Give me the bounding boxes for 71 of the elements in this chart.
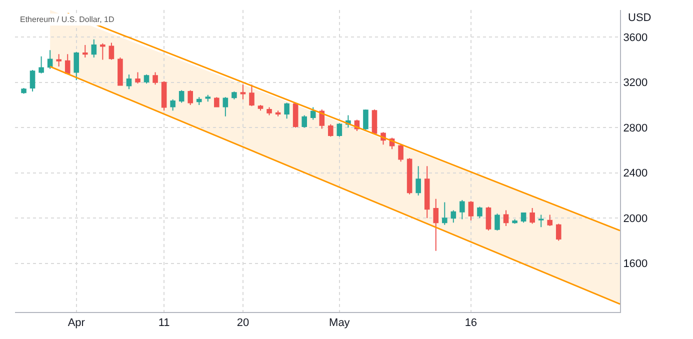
- candlestick: [336, 122, 342, 138]
- y-tick-label: 3600: [623, 32, 648, 44]
- candlestick: [214, 96, 220, 108]
- candlestick: [292, 102, 298, 128]
- candlestick: [433, 198, 439, 252]
- candlestick: [152, 72, 158, 86]
- candlestick: [30, 69, 36, 92]
- x-tick-label: Apr: [68, 317, 86, 330]
- candlestick: [494, 213, 500, 232]
- candlestick: [118, 57, 123, 86]
- candlestick: [398, 144, 404, 162]
- candlestick: [512, 218, 518, 224]
- candlestick: [161, 80, 167, 112]
- candlestick: [170, 98, 176, 112]
- y-tick-label: 2800: [623, 122, 648, 134]
- candlestick: [266, 106, 272, 116]
- candlestick: [232, 90, 237, 100]
- candlestick: [178, 90, 184, 104]
- y-tick-label: 3200: [623, 77, 648, 90]
- y-tick-label: 2000: [623, 212, 648, 225]
- candlestick: [38, 56, 44, 74]
- candlestick: [91, 38, 97, 58]
- x-tick-label: May: [329, 317, 350, 330]
- candlestick: [108, 42, 114, 60]
- candlestick: [372, 109, 378, 135]
- candlestick: [503, 210, 509, 227]
- candlestick: [196, 96, 202, 106]
- candlestick: [47, 50, 53, 70]
- x-tick-label: 20: [236, 317, 250, 330]
- candlestick: [556, 223, 562, 242]
- candlestick: [64, 54, 70, 75]
- y-axis-title: USD: [628, 12, 652, 24]
- text: Ethereum / U.S. Dollar, 1D: [20, 15, 114, 24]
- candlestick: [530, 207, 535, 224]
- candlestick: [222, 96, 228, 117]
- candlestick: [310, 106, 316, 120]
- candlestick: [319, 109, 325, 130]
- candlestick: [249, 84, 254, 107]
- candlestick: [442, 202, 448, 226]
- candlestick: [460, 200, 465, 220]
- candlestick: [284, 102, 290, 120]
- candlestick: [126, 74, 132, 90]
- candlestick: [240, 84, 246, 100]
- candlestick: [258, 104, 264, 112]
- candlestick: [302, 114, 307, 128]
- candlestick: [538, 214, 544, 228]
- candlestick: [21, 88, 26, 94]
- candlestick: [275, 110, 281, 117]
- candlestick: [424, 166, 430, 219]
- candlestick: [416, 166, 421, 196]
- candlestick: [135, 72, 140, 84]
- candlestick: [188, 90, 194, 106]
- candlestick: [205, 94, 211, 102]
- candlestick: [328, 124, 334, 138]
- candlestick: [486, 206, 492, 232]
- y-tick-label: 2400: [623, 168, 648, 180]
- candlestick: [450, 210, 456, 224]
- candlestick: [477, 206, 482, 219]
- candlestick: [520, 212, 526, 224]
- y-tick-label: 1600: [623, 258, 648, 270]
- candlestick: [100, 42, 106, 60]
- x-tick-label: 11: [158, 317, 170, 330]
- candlestick: [56, 54, 62, 68]
- candlestick: [363, 109, 368, 130]
- candlestick: [468, 200, 474, 221]
- x-tick-label: 16: [464, 317, 478, 330]
- candlestick: [82, 44, 88, 58]
- candlestick: [547, 214, 552, 227]
- candlestick: [144, 74, 150, 84]
- candlestick: [406, 158, 412, 195]
- candlestick: [74, 51, 80, 81]
